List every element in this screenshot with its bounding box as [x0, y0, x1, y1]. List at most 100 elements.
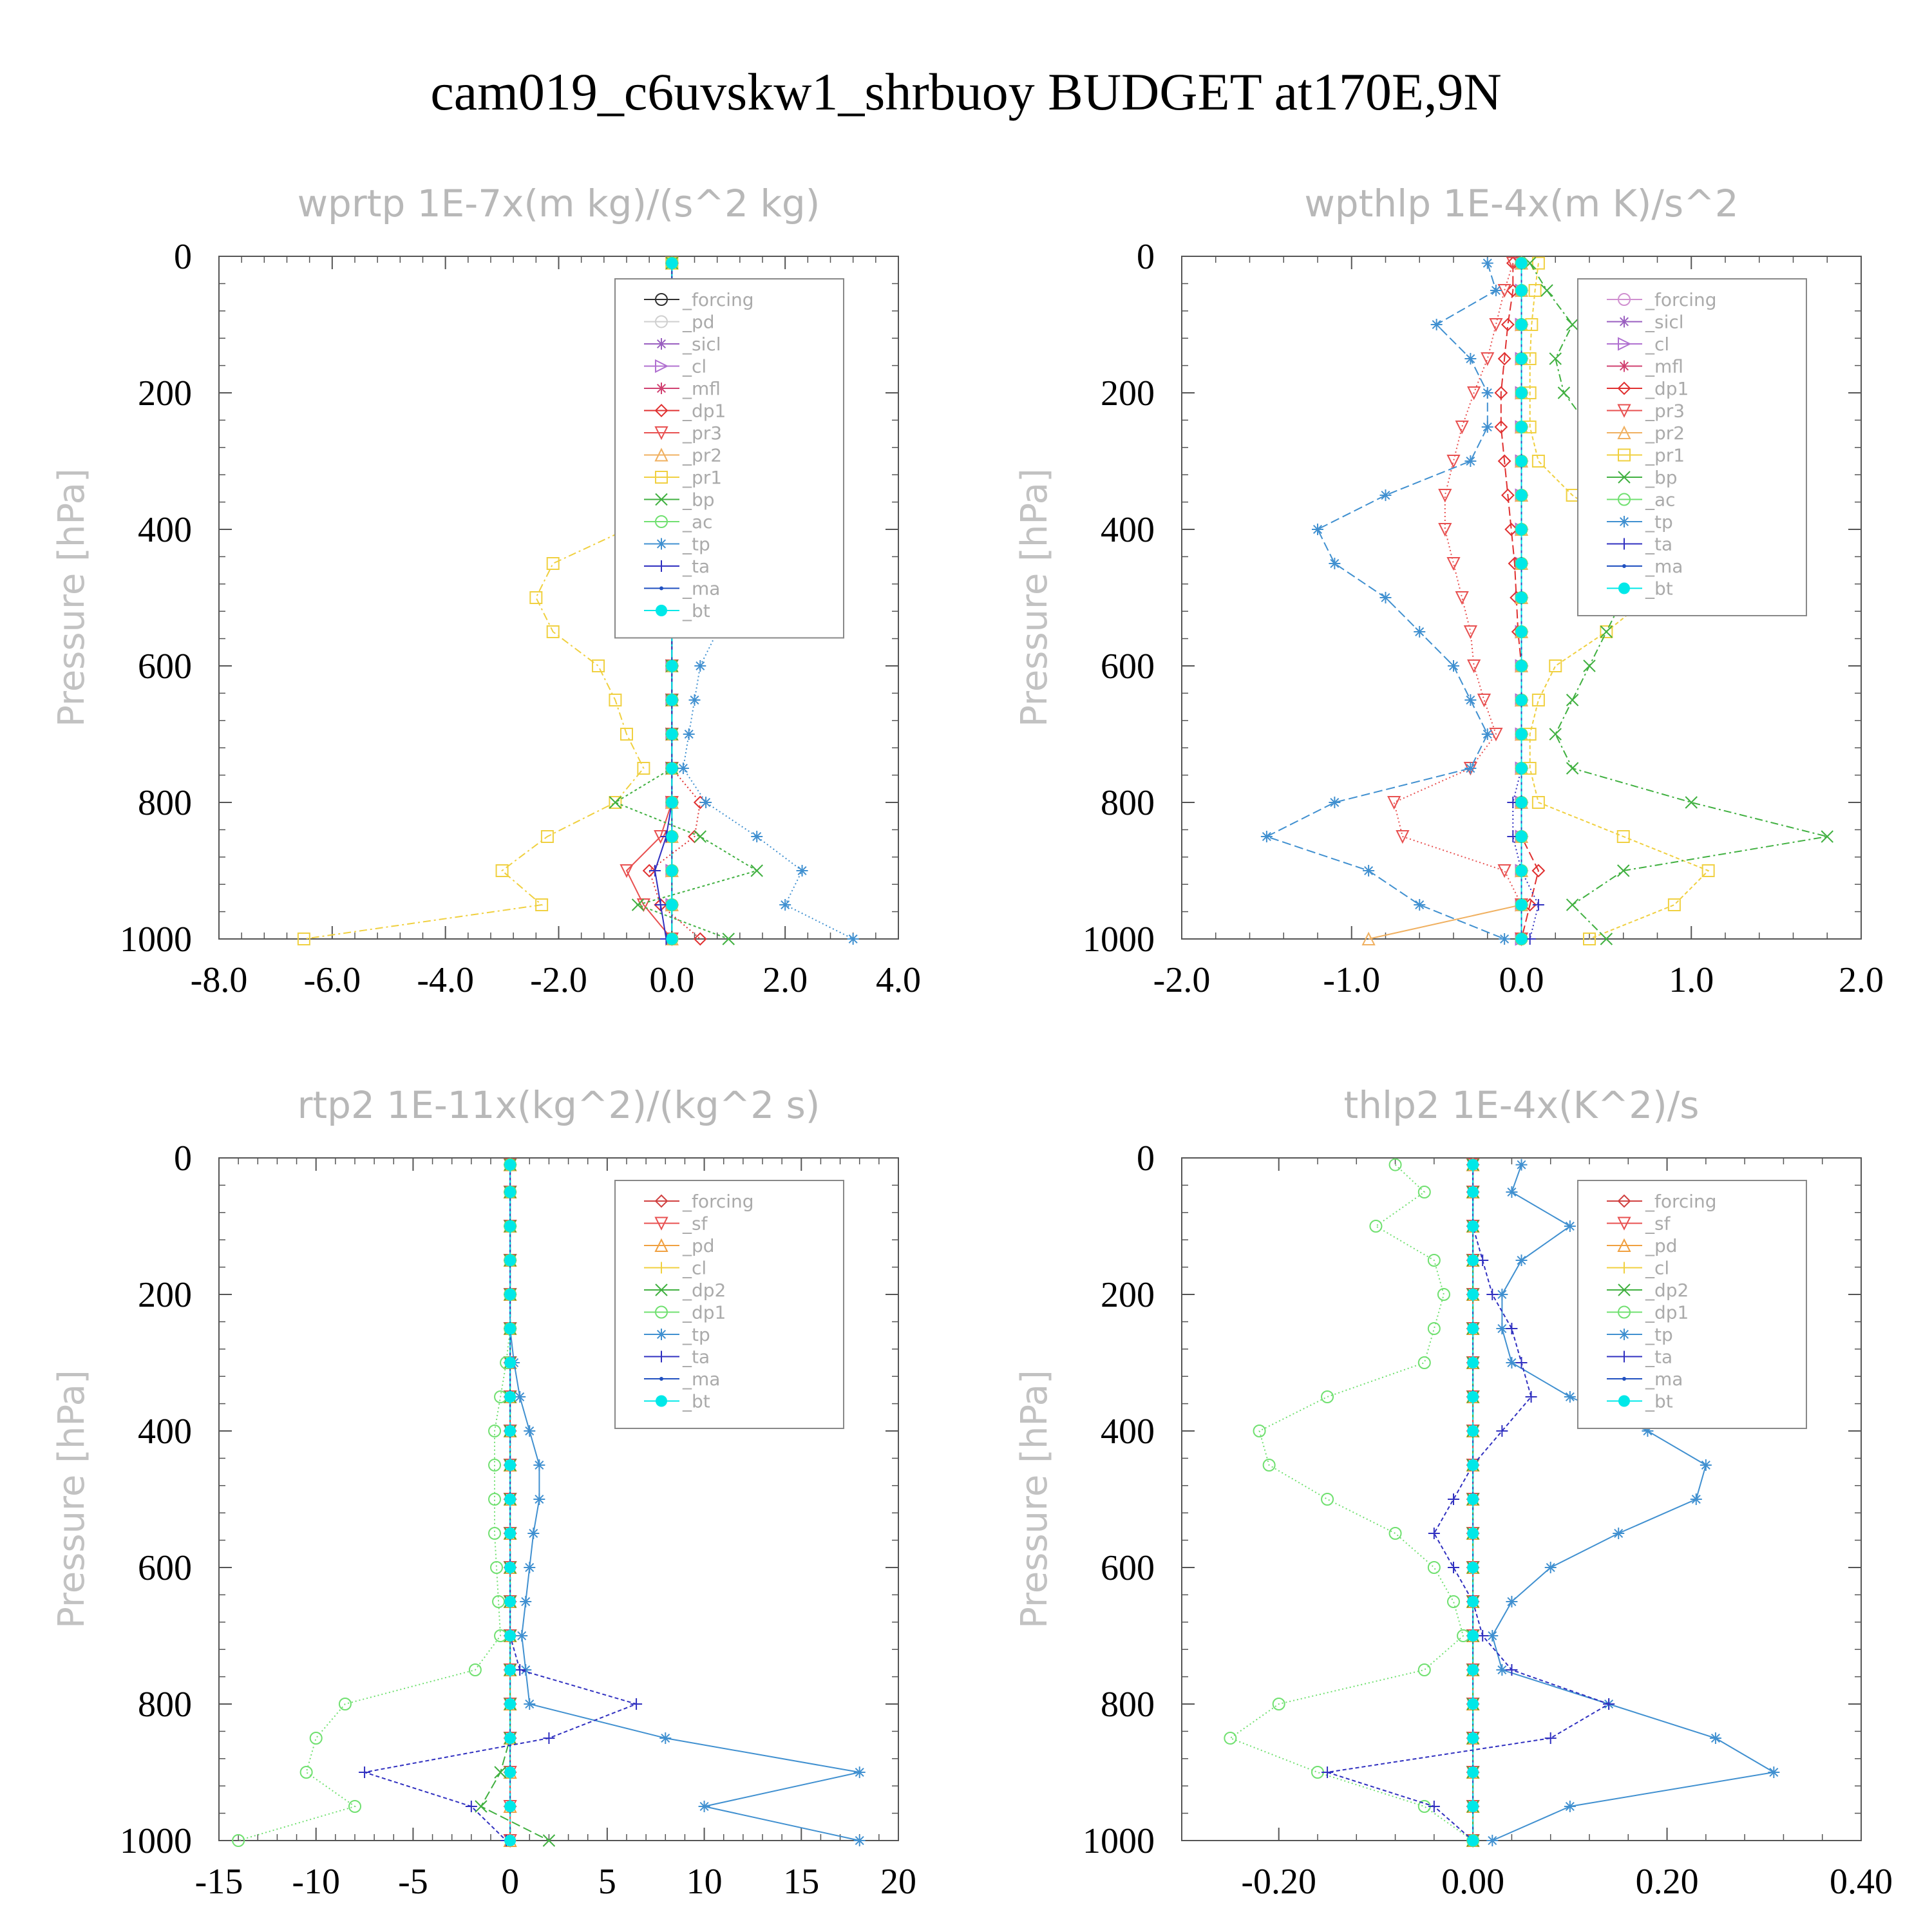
data-point: [1506, 1186, 1518, 1198]
data-point: [1515, 319, 1528, 330]
y-tick-label: 200: [1101, 1275, 1155, 1315]
data-point: [1427, 1561, 1441, 1574]
data-point: [1467, 1425, 1479, 1437]
data-point: [504, 1664, 516, 1676]
x-tick-label: -2.0: [530, 960, 587, 1000]
data-point: [1496, 1664, 1508, 1676]
data-point: [1494, 420, 1508, 434]
x-tick-label: -0.20: [1241, 1862, 1316, 1902]
data-point: [504, 1801, 516, 1812]
data-point: [666, 797, 678, 808]
legend-entry: _ta: [1607, 534, 1672, 555]
legend-marker: [656, 1350, 667, 1363]
legend-marker: [1618, 516, 1630, 527]
y-tick-label: 1000: [1083, 1821, 1155, 1861]
legend-marker: [654, 404, 668, 417]
legend-marker: [655, 1283, 668, 1296]
data-point: [1321, 1493, 1334, 1506]
data-point: [1497, 864, 1511, 878]
legend-label: _forcing: [682, 289, 754, 310]
data-point: [1515, 421, 1528, 433]
data-point: [1564, 1801, 1576, 1812]
data-point: [1701, 864, 1715, 877]
data-point: [504, 1766, 516, 1778]
data-point: [1467, 1801, 1479, 1812]
legend-label: _ma: [1645, 1368, 1683, 1390]
data-point: [1467, 1186, 1479, 1198]
legend-label: _dp1: [682, 1302, 726, 1323]
data-point: [504, 1732, 516, 1744]
data-point: [1549, 352, 1562, 365]
y-tick-label: 400: [1101, 510, 1155, 550]
data-point: [504, 1289, 516, 1300]
data-point: [1260, 831, 1273, 842]
data-point: [516, 1630, 528, 1642]
legend-entry: _pr3: [1607, 401, 1685, 422]
data-point: [1414, 899, 1426, 911]
legend-marker: [656, 605, 667, 616]
data-point: [1515, 660, 1528, 672]
legend-label: _tp: [682, 1324, 710, 1345]
data-point: [504, 1835, 516, 1846]
y-axis-label: Pressure [hPa]: [1014, 1370, 1056, 1629]
data-point: [1603, 1698, 1615, 1710]
data-point: [1613, 1528, 1625, 1539]
data-point: [1821, 830, 1833, 843]
data-point: [490, 1561, 504, 1574]
legend-label: _dp1: [682, 401, 726, 422]
data-point: [853, 1766, 866, 1778]
data-point: [495, 864, 509, 877]
data-point: [1557, 386, 1571, 399]
data-point: [1467, 1220, 1479, 1232]
legend-marker: [1618, 1283, 1631, 1296]
data-point: [750, 864, 763, 877]
data-point: [1486, 1630, 1499, 1642]
legend-entry: _sicl: [644, 334, 721, 355]
y-tick-label: 800: [1101, 1685, 1155, 1725]
data-point: [796, 865, 808, 876]
data-point: [1467, 1255, 1479, 1266]
data-point: [1566, 762, 1579, 775]
legend-label: _tp: [1645, 1324, 1673, 1345]
data-point: [504, 1220, 516, 1232]
y-tick-label: 0: [174, 1139, 192, 1179]
series-bt: [1515, 257, 1528, 945]
data-point: [1515, 524, 1528, 535]
data-point: [504, 1323, 516, 1334]
legend-marker: [1618, 360, 1630, 372]
series-line: [649, 263, 701, 940]
series-line: [364, 1164, 639, 1841]
chart-panel-3: rtp2 1E-11x(kg^2)/(kg^2 s) Pressure [hPa]…: [51, 1083, 916, 1902]
legend-entry: _ta: [644, 556, 710, 577]
data-point: [1467, 1630, 1479, 1642]
legend-label: _cl: [1645, 334, 1669, 355]
legend-entry: _bp: [644, 489, 715, 511]
legend-entry: _dp1: [644, 1302, 726, 1323]
data-point: [504, 1698, 516, 1710]
data-point: [529, 591, 543, 604]
data-point: [1427, 1322, 1441, 1335]
data-point: [1515, 933, 1528, 945]
legend-marker: [1617, 425, 1631, 439]
data-point: [1496, 1323, 1508, 1334]
legend-label: _mfl: [1645, 356, 1683, 377]
legend-marker: [656, 1395, 667, 1407]
plot-frame: [218, 1157, 899, 1841]
data-point: [666, 257, 678, 269]
legend-marker: [1618, 493, 1631, 506]
data-point: [504, 1528, 516, 1539]
data-point: [1506, 1664, 1518, 1676]
legend-entry: _cl: [644, 356, 706, 377]
data-point: [543, 1732, 555, 1744]
data-point: [1467, 1835, 1479, 1846]
data-point: [1515, 1159, 1528, 1171]
data-point: [1272, 1698, 1285, 1710]
data-point: [1477, 1630, 1489, 1642]
x-tick-label: -5: [398, 1862, 428, 1902]
legend-marker: [1618, 448, 1631, 462]
data-point: [524, 1698, 536, 1710]
legend-entry: _sf: [1607, 1213, 1671, 1235]
legend-marker: [654, 448, 668, 462]
legend-label: _sicl: [1645, 312, 1684, 333]
data-point: [1515, 831, 1528, 842]
